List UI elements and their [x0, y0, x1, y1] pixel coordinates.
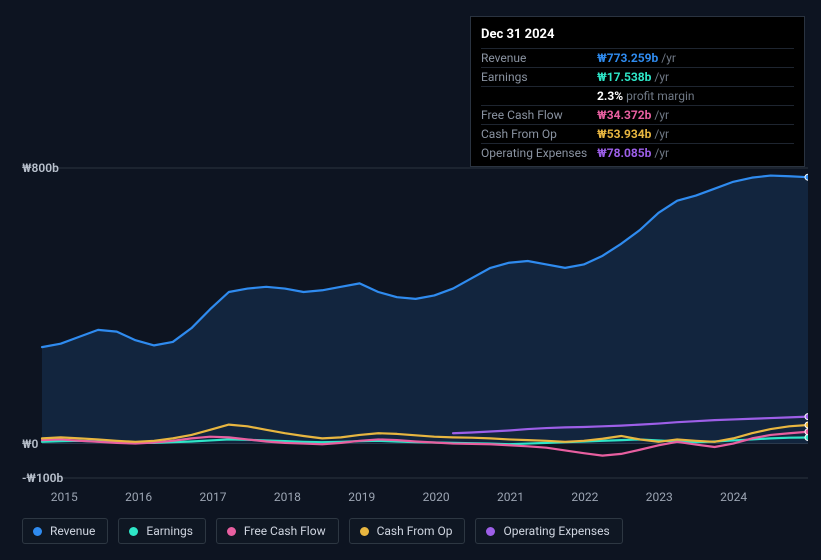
chart-tooltip: Dec 31 2024 Revenue ₩773.259b /yr Earnin…: [470, 16, 805, 167]
tooltip-unit: /yr: [661, 51, 676, 65]
x-axis-labels: 2015 2016 2017 2018 2019 2020 2021 2022 2023 2024: [18, 490, 808, 506]
x-tick-label: 2019: [348, 490, 375, 504]
tooltip-value: ₩773.259b: [597, 51, 658, 65]
x-tick-label: 2022: [571, 490, 598, 504]
legend-label: Operating Expenses: [503, 524, 609, 538]
legend-dot-icon: [227, 527, 236, 536]
tooltip-label: Free Cash Flow: [481, 108, 597, 122]
legend-item-earnings[interactable]: Earnings: [118, 518, 206, 544]
legend-dot-icon: [486, 527, 495, 536]
legend-item-cfo[interactable]: Cash From Op: [349, 518, 466, 544]
tooltip-value: ₩17.538b: [597, 70, 651, 84]
x-tick-label: 2020: [423, 490, 450, 504]
tooltip-row-earnings: Earnings ₩17.538b /yr: [481, 67, 794, 86]
tooltip-unit: /yr: [654, 70, 669, 84]
chart-svg: [18, 158, 808, 488]
legend-dot-icon: [33, 527, 42, 536]
legend-dot-icon: [360, 527, 369, 536]
legend-dot-icon: [129, 527, 138, 536]
x-tick-label: 2023: [646, 490, 673, 504]
tooltip-value: ₩53.934b: [597, 127, 651, 141]
root: Dec 31 2024 Revenue ₩773.259b /yr Earnin…: [0, 0, 821, 560]
tooltip-date: Dec 31 2024: [481, 23, 794, 48]
legend-item-revenue[interactable]: Revenue: [22, 518, 108, 544]
tooltip-label: Cash From Op: [481, 127, 597, 141]
tooltip-label: Revenue: [481, 51, 597, 65]
legend-item-fcf[interactable]: Free Cash Flow: [216, 518, 339, 544]
x-tick-label: 2021: [497, 490, 524, 504]
chart-legend: Revenue Earnings Free Cash Flow Cash Fro…: [22, 518, 623, 544]
x-tick-label: 2015: [51, 490, 78, 504]
y-tick-label: -₩100b: [22, 471, 63, 485]
tooltip-value: ₩34.372b: [597, 108, 651, 122]
tooltip-unit: profit margin: [626, 89, 694, 103]
tooltip-row-fcf: Free Cash Flow ₩34.372b /yr: [481, 105, 794, 124]
x-tick-label: 2016: [125, 490, 152, 504]
x-tick-label: 2018: [274, 490, 301, 504]
tooltip-row-margin: 2.3% profit margin: [481, 86, 794, 105]
tooltip-row-revenue: Revenue ₩773.259b /yr: [481, 48, 794, 67]
legend-label: Free Cash Flow: [244, 524, 326, 538]
legend-label: Earnings: [146, 524, 193, 538]
tooltip-value: 2.3%: [597, 89, 623, 103]
tooltip-unit: /yr: [654, 108, 669, 122]
x-tick-label: 2017: [200, 490, 227, 504]
tooltip-unit: /yr: [654, 127, 669, 141]
legend-item-opex[interactable]: Operating Expenses: [475, 518, 622, 544]
legend-label: Cash From Op: [377, 524, 453, 538]
legend-label: Revenue: [50, 524, 95, 538]
tooltip-row-cfo: Cash From Op ₩53.934b /yr: [481, 124, 794, 143]
financials-chart[interactable]: [18, 158, 808, 518]
y-tick-label: ₩800b: [22, 161, 59, 175]
y-tick-label: ₩0: [22, 437, 38, 451]
tooltip-label: Earnings: [481, 70, 597, 84]
x-tick-label: 2024: [720, 490, 747, 504]
